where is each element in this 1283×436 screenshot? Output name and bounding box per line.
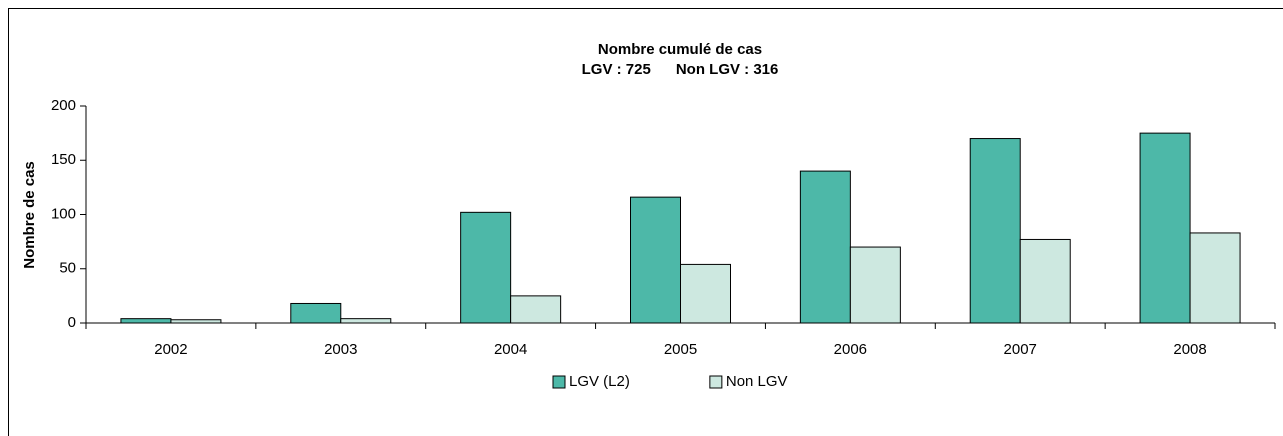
y-axis-label: Nombre de cas xyxy=(21,161,38,269)
legend-swatch xyxy=(709,375,723,389)
chart-subtitle: LGV : 725 Non LGV : 316 xyxy=(582,61,779,78)
x-tick-label: 2007 xyxy=(1004,341,1037,358)
bar xyxy=(799,170,851,324)
bar xyxy=(340,318,392,324)
bar xyxy=(680,263,731,324)
bar xyxy=(120,318,172,324)
legend-label: Non LGV xyxy=(726,373,788,390)
legend-swatch xyxy=(552,375,566,389)
bar xyxy=(1019,238,1071,324)
bar xyxy=(1189,232,1241,324)
x-tick-label: 2002 xyxy=(154,341,187,358)
y-tick-label: 200 xyxy=(51,97,76,114)
x-tick-label: 2006 xyxy=(834,341,867,358)
y-tick-label: 0 xyxy=(68,314,76,331)
bar xyxy=(510,295,562,324)
bar xyxy=(290,302,342,324)
bar xyxy=(630,196,681,324)
frame xyxy=(8,8,1283,436)
bar xyxy=(460,211,512,324)
x-tick-label: 2005 xyxy=(664,341,697,358)
legend-label: LGV (L2) xyxy=(569,373,630,390)
y-tick-label: 50 xyxy=(59,260,76,277)
chart-title: Nombre cumulé de cas xyxy=(598,41,762,58)
y-tick-label: 150 xyxy=(51,151,76,168)
x-tick-label: 2004 xyxy=(494,341,527,358)
x-tick-label: 2008 xyxy=(1173,341,1206,358)
bar xyxy=(969,138,1021,324)
y-tick-label: 100 xyxy=(51,205,76,222)
bar xyxy=(1139,132,1191,324)
bar xyxy=(849,246,901,324)
x-tick-label: 2003 xyxy=(324,341,357,358)
